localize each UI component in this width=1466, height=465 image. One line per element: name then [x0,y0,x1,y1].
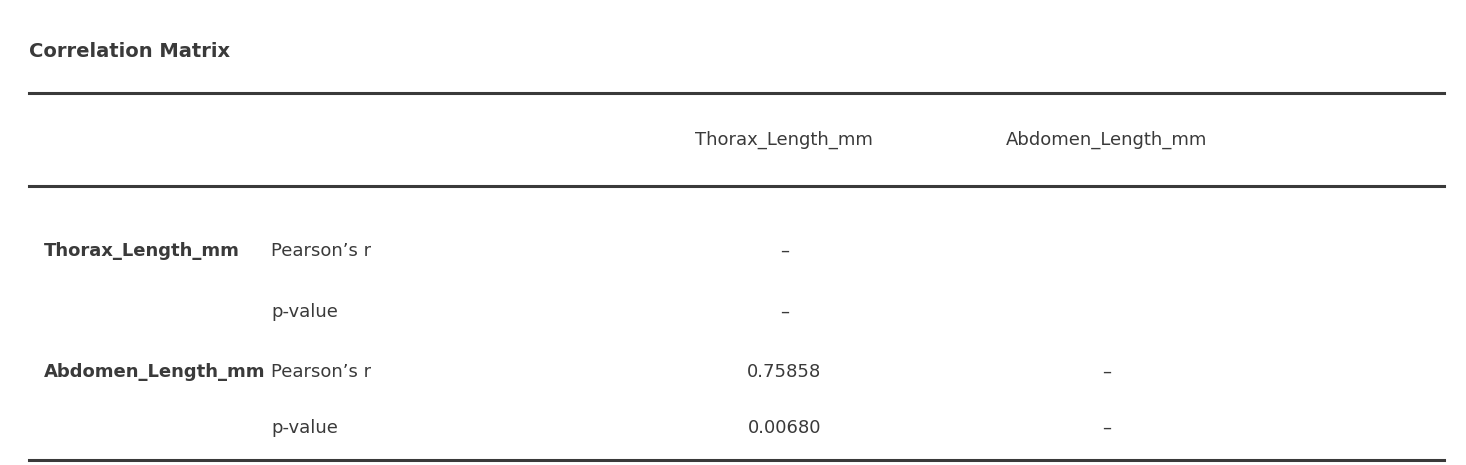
Text: Abdomen_Length_mm: Abdomen_Length_mm [44,363,265,381]
Text: –: – [780,242,789,260]
Text: Abdomen_Length_mm: Abdomen_Length_mm [1006,130,1208,149]
Text: p-value: p-value [271,303,339,320]
Text: 0.00680: 0.00680 [748,419,821,437]
Text: 0.75858: 0.75858 [748,363,821,381]
Text: p-value: p-value [271,419,339,437]
Text: –: – [1102,419,1111,437]
Text: Thorax_Length_mm: Thorax_Length_mm [695,130,874,149]
Text: –: – [780,303,789,320]
Text: Pearson’s r: Pearson’s r [271,242,371,260]
Text: Correlation Matrix: Correlation Matrix [29,42,230,61]
Text: Pearson’s r: Pearson’s r [271,363,371,381]
Text: –: – [1102,363,1111,381]
Text: Thorax_Length_mm: Thorax_Length_mm [44,242,240,260]
